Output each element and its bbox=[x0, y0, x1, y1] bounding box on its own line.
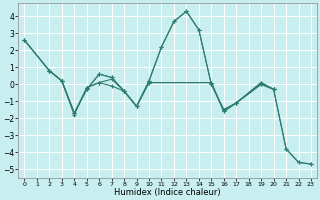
X-axis label: Humidex (Indice chaleur): Humidex (Indice chaleur) bbox=[114, 188, 221, 197]
